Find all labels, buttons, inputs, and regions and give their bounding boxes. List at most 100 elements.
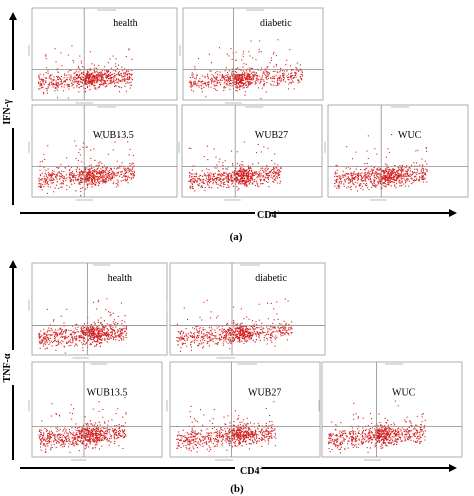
event-dot — [98, 77, 100, 79]
event-dot — [207, 84, 209, 86]
event-dot — [242, 328, 244, 330]
event-dot — [226, 332, 228, 334]
event-dot — [286, 330, 288, 332]
event-dot — [238, 175, 241, 177]
event-dot — [103, 80, 105, 82]
event-dot — [247, 171, 250, 173]
event-dot — [78, 176, 80, 178]
event-dot — [256, 176, 258, 178]
event-dot — [68, 443, 70, 445]
event-dot — [394, 175, 396, 177]
event-dot — [270, 336, 272, 338]
event-dot — [46, 336, 48, 338]
event-dot — [259, 82, 261, 84]
event-dot — [260, 174, 262, 176]
event-dot — [277, 168, 279, 170]
event-dot — [85, 76, 87, 78]
event-dot — [93, 64, 95, 66]
event-dot — [189, 175, 191, 177]
event-dot — [284, 327, 286, 329]
event-dot — [97, 73, 99, 76]
event-dot — [358, 173, 360, 175]
event-dot — [71, 82, 73, 84]
event-dot — [239, 167, 241, 169]
event-dot — [111, 177, 113, 179]
event-dot — [280, 333, 282, 335]
event-dot — [241, 181, 243, 183]
event-dot — [230, 176, 232, 178]
event-dot — [194, 179, 196, 181]
event-dot — [120, 180, 122, 182]
event-dot — [294, 71, 296, 73]
event-dot — [91, 335, 93, 337]
event-dot — [112, 336, 114, 338]
event-dot — [251, 178, 253, 180]
event-dot — [102, 174, 104, 176]
event-dot — [190, 181, 192, 183]
event-dot — [43, 175, 45, 177]
event-dot — [109, 82, 111, 84]
event-dot — [245, 170, 247, 172]
event-dot — [112, 312, 114, 314]
event-dot — [225, 335, 227, 337]
event-dot — [384, 183, 386, 185]
event-dot — [280, 67, 282, 69]
event-dot — [224, 77, 226, 79]
event-dot — [269, 62, 271, 64]
event-dot — [220, 175, 222, 177]
event-dot — [208, 83, 210, 85]
event-dot — [275, 327, 277, 329]
event-dot — [117, 171, 119, 173]
event-dot — [244, 179, 246, 182]
event-dot — [68, 84, 70, 86]
event-dot — [70, 180, 72, 182]
event-dot — [200, 186, 202, 188]
event-dot — [386, 179, 388, 181]
event-dot — [70, 334, 72, 336]
event-dot — [271, 326, 273, 328]
event-dot — [234, 75, 237, 77]
event-dot — [277, 177, 279, 179]
event-dot — [252, 171, 254, 174]
event-dot — [98, 182, 100, 184]
event-dot — [63, 81, 65, 83]
event-dot — [241, 176, 243, 178]
plot-frame — [31, 104, 178, 198]
event-dot — [202, 175, 204, 177]
event-dot — [70, 76, 72, 78]
event-dot — [115, 58, 117, 60]
event-dot — [116, 78, 118, 80]
event-dot — [274, 76, 276, 78]
event-dot — [260, 326, 262, 328]
event-dot — [109, 335, 111, 337]
event-dot — [227, 329, 229, 331]
event-dot — [132, 167, 134, 169]
event-dot — [272, 326, 274, 328]
event-dot — [369, 174, 371, 176]
event-dot — [283, 79, 285, 81]
event-dot — [56, 75, 58, 77]
event-dot — [215, 331, 217, 333]
event-dot — [125, 336, 127, 338]
event-dot — [188, 172, 190, 174]
event-dot — [239, 84, 241, 86]
event-dot — [72, 341, 74, 343]
event-dot — [59, 341, 61, 343]
event-dot — [212, 179, 214, 181]
event-dot — [44, 333, 46, 335]
event-dot — [386, 168, 388, 170]
event-dot — [64, 352, 66, 354]
event-dot — [189, 186, 191, 188]
event-dot — [246, 335, 248, 337]
event-dot — [392, 168, 394, 170]
event-dot — [110, 72, 112, 74]
event-dot — [406, 173, 408, 175]
event-dot — [194, 332, 196, 334]
event-dot — [383, 182, 385, 184]
event-dot — [90, 328, 92, 330]
event-dot — [289, 65, 291, 67]
event-dot — [353, 178, 355, 180]
event-dot — [277, 164, 279, 166]
event-dot — [68, 340, 70, 342]
event-dot — [89, 168, 91, 170]
